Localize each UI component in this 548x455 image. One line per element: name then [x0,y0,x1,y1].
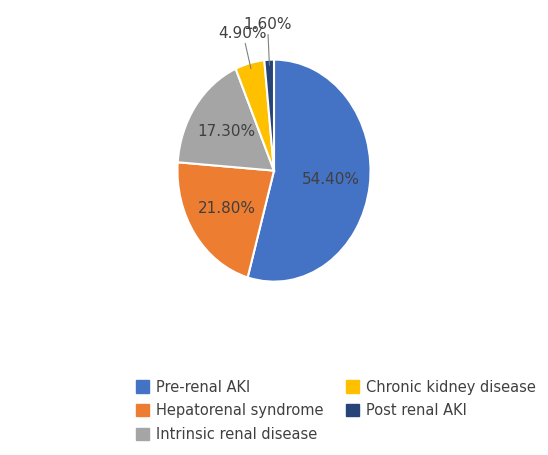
Legend: Pre-renal AKI, Hepatorenal syndrome, Intrinsic renal disease, Chronic kidney dis: Pre-renal AKI, Hepatorenal syndrome, Int… [132,375,540,446]
Wedge shape [264,60,274,171]
Wedge shape [178,162,274,278]
Text: 21.80%: 21.80% [197,201,255,216]
Text: 1.60%: 1.60% [243,17,292,65]
Text: 4.90%: 4.90% [219,25,267,69]
Wedge shape [248,60,370,282]
Text: 17.30%: 17.30% [198,125,256,140]
Wedge shape [236,60,274,171]
Text: 54.40%: 54.40% [302,172,361,187]
Wedge shape [178,69,274,171]
